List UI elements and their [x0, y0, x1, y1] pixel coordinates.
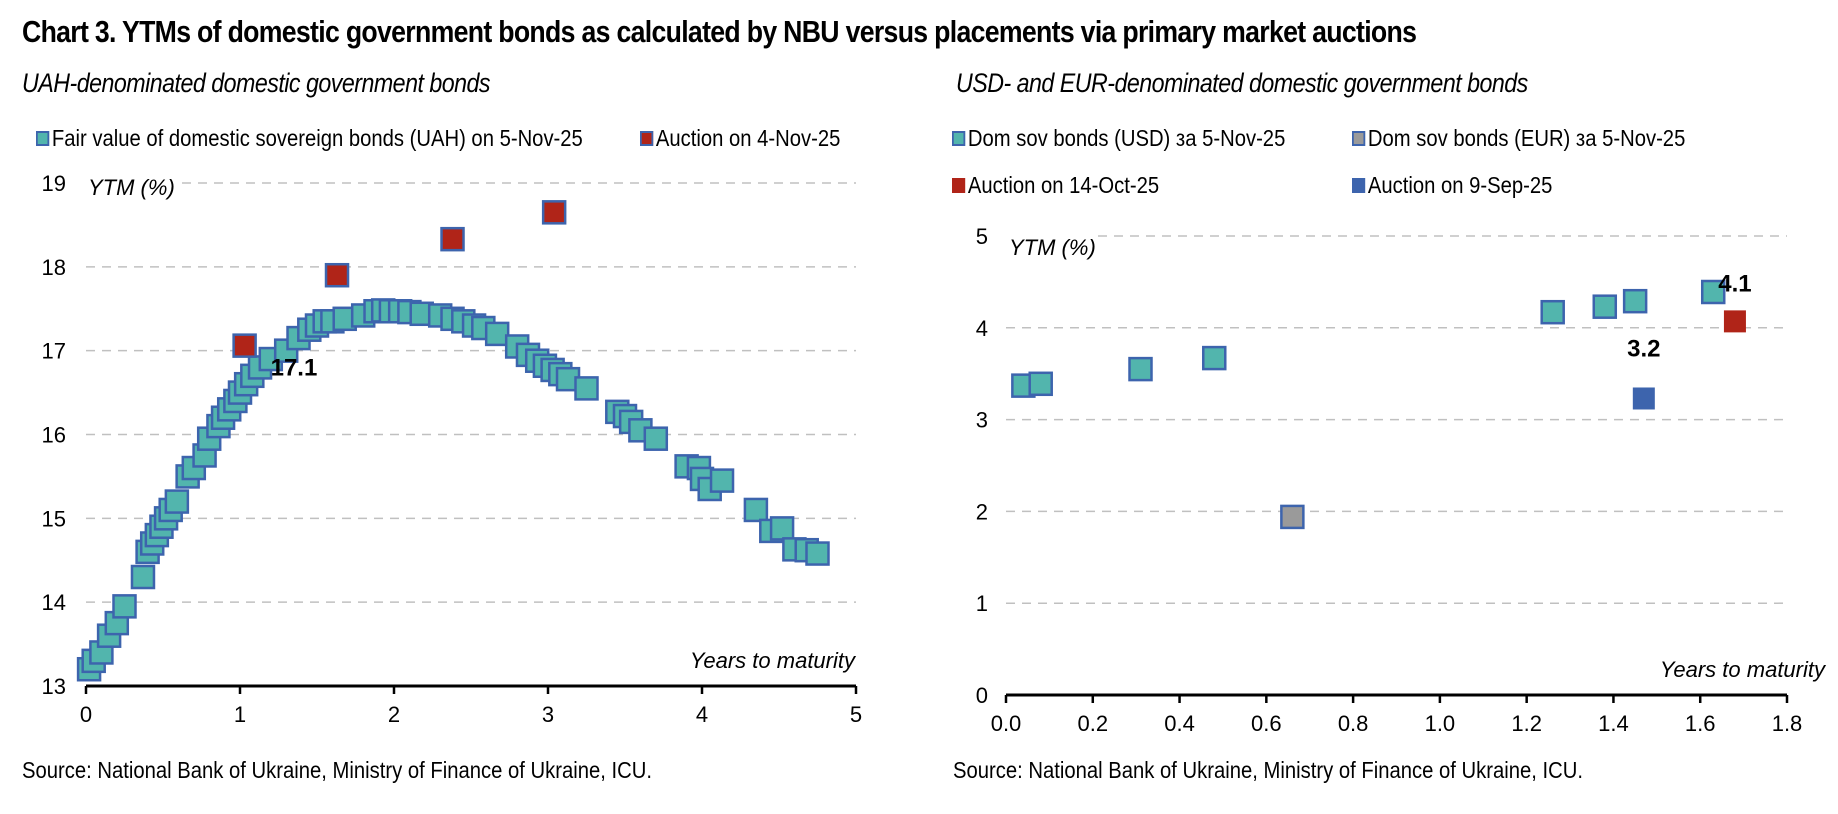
x-tick-label: 0.0	[991, 711, 1022, 736]
right-source-note: Source: National Bank of Ukraine, Minist…	[953, 757, 1583, 783]
legend-item-auction-14-oct: Auction on 14-Oct-25	[952, 171, 1159, 199]
teal-data-point	[643, 426, 669, 451]
legend-item-usd-bonds: Dom sov bonds (USD) за 5-Nov-25	[952, 124, 1285, 152]
legend-item-auction-9-sep: Auction on 9-Sep-25	[1352, 171, 1552, 199]
x-tick-label: 1.4	[1598, 711, 1629, 736]
teal-data-point	[1622, 288, 1648, 314]
legend-swatch-red-icon	[640, 130, 654, 146]
teal-data-point	[1540, 299, 1565, 325]
x-tick-label: 0.6	[1251, 711, 1282, 736]
y-tick-label: 15	[42, 506, 66, 531]
gray-data-point	[1280, 504, 1305, 530]
legend-swatch-gray-icon	[1352, 130, 1366, 146]
y-tick-label: 17	[42, 339, 66, 364]
x-tick-label: 4	[696, 702, 708, 727]
legend-label: Dom sov bonds (USD) за 5-Nov-25	[967, 124, 1286, 151]
legend-label: Dom sov bonds (EUR) за 5-Nov-25	[1367, 124, 1686, 151]
red-data-point	[1723, 310, 1746, 333]
x-tick-label: 2	[388, 702, 400, 727]
y-tick-label: 2	[976, 499, 988, 524]
left-source-note: Source: National Bank of Ukraine, Minist…	[22, 757, 652, 783]
legend-swatch-teal-icon	[952, 130, 966, 146]
right-chart-subtitle: USD- and EUR-denominated domestic govern…	[956, 68, 1528, 98]
x-tick-label: 0.8	[1338, 711, 1369, 736]
legend-swatch-blue-icon	[1352, 177, 1366, 193]
x-tick-label: 1.6	[1685, 711, 1716, 736]
right-chart-plot: 0 1 2 3 4 5 0.0 0.2 0.4 0.6 0.8 1.0 1.2 1.4 1.6 1.8 YTM …	[976, 224, 1827, 736]
blue-data-point	[1632, 387, 1655, 410]
y-tick-label: 1	[976, 591, 988, 616]
x-tick-label: 1.8	[1772, 711, 1803, 736]
red-data-point	[232, 333, 257, 358]
x-tick-label: 3	[542, 702, 554, 727]
legend-label: Fair value of domestic sovereign bonds (…	[51, 124, 583, 151]
legend-label: Auction on 4-Nov-25	[655, 124, 841, 151]
data-label: 17.1	[271, 355, 318, 382]
y-axis-title: YTM (%)	[88, 175, 175, 200]
teal-data-point	[1128, 356, 1153, 382]
y-tick-label: 5	[976, 224, 988, 249]
y-tick-label: 4	[976, 316, 988, 341]
teal-data-point	[1700, 279, 1726, 305]
y-axis-title: YTM (%)	[1009, 235, 1096, 260]
x-axis-title: Years to maturity	[1660, 657, 1827, 682]
teal-data-point	[1592, 294, 1618, 319]
x-tick-label: 0.4	[1164, 711, 1195, 736]
x-tick-label: 5	[850, 702, 862, 727]
y-tick-label: 0	[976, 683, 988, 708]
data-label: 4.1	[1718, 270, 1751, 297]
red-data-point	[324, 262, 350, 288]
left-chart-subtitle: UAH-denominated domestic government bond…	[22, 68, 491, 98]
teal-data-point	[1028, 371, 1053, 397]
legend-swatch-red-icon	[952, 177, 966, 193]
teal-data-point	[769, 516, 795, 541]
y-tick-label: 14	[42, 590, 66, 615]
legend-swatch-teal-icon	[36, 130, 50, 146]
y-tick-label: 13	[42, 674, 66, 699]
legend-label: Auction on 14-Oct-25	[967, 171, 1160, 198]
teal-data-point	[709, 468, 735, 493]
x-axis-title: Years to maturity	[690, 648, 857, 673]
legend-item-eur-bonds: Dom sov bonds (EUR) за 5-Nov-25	[1352, 124, 1685, 152]
teal-data-point	[805, 541, 830, 566]
x-tick-label: 1.0	[1425, 711, 1456, 736]
y-tick-label: 3	[976, 408, 988, 433]
teal-data-point	[743, 497, 769, 523]
teal-data-point	[484, 321, 510, 347]
red-data-point	[541, 200, 567, 225]
y-tick-label: 18	[42, 255, 66, 280]
legend-label: Auction on 9-Sep-25	[1367, 171, 1553, 198]
red-data-point	[440, 226, 465, 252]
x-tick-label: 0	[80, 702, 92, 727]
left-chart-plot: 13 14 15 16 17 18 19 0 1 2 3 4 5 YTM (%) Years to matu…	[42, 171, 863, 727]
legend-item-auction-4-nov: Auction on 4-Nov-25	[640, 124, 840, 152]
x-tick-label: 1	[234, 702, 246, 727]
data-label: 3.2	[1627, 335, 1660, 362]
x-tick-label: 1.2	[1511, 711, 1542, 736]
teal-data-point	[112, 594, 137, 619]
y-tick-label: 19	[42, 171, 66, 196]
x-tick-label: 0.2	[1077, 711, 1108, 736]
teal-data-point	[130, 564, 156, 590]
legend-item-uah-fair-value: Fair value of domestic sovereign bonds (…	[36, 124, 583, 152]
y-tick-label: 16	[42, 423, 66, 448]
teal-data-point	[574, 376, 599, 401]
chart-title: Chart 3. YTMs of domestic government bon…	[22, 14, 1417, 49]
teal-data-point	[164, 489, 190, 514]
teal-data-point	[1202, 345, 1227, 371]
